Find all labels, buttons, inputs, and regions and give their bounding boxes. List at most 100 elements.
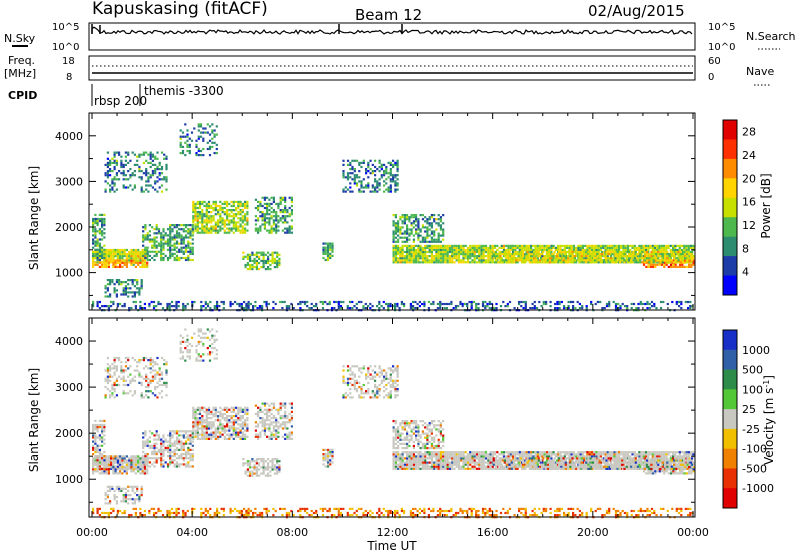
velocity-cell <box>263 458 265 460</box>
power-cell <box>182 136 184 138</box>
power-cell <box>372 172 374 174</box>
power-cell <box>433 233 435 235</box>
power-cell <box>497 261 499 263</box>
power-cell <box>415 214 417 216</box>
power-cell <box>210 232 212 234</box>
power-cell <box>397 220 399 222</box>
power-cell <box>606 303 608 305</box>
velocity-cell <box>264 434 266 436</box>
power-cell <box>686 247 688 249</box>
velocity-cell <box>101 470 103 472</box>
velocity-cell <box>142 464 144 466</box>
power-cell <box>107 172 109 174</box>
power-cell <box>628 257 630 259</box>
power-cell <box>433 257 435 259</box>
power-cell <box>197 230 199 232</box>
power-cell <box>176 226 178 228</box>
power-cell <box>417 233 419 235</box>
velocity-cell <box>203 411 205 413</box>
velocity-cell <box>103 428 105 430</box>
power-cell <box>246 230 248 232</box>
power-cell <box>528 247 530 249</box>
power-cell <box>108 262 110 264</box>
power-cell <box>178 234 180 236</box>
velocity-cell <box>268 405 270 407</box>
power-cell <box>272 254 274 256</box>
power-cell <box>160 251 162 253</box>
power-cell <box>121 262 123 264</box>
velocity-cell <box>224 417 226 419</box>
velocity-cell <box>226 438 228 440</box>
power-cell <box>440 226 442 228</box>
power-cell <box>275 213 277 215</box>
power-cell <box>636 247 638 249</box>
velocity-cell <box>249 471 251 473</box>
velocity-cell <box>160 441 162 443</box>
power-cell <box>670 245 672 247</box>
power-cell <box>629 249 631 251</box>
power-cell <box>411 214 413 216</box>
power-cell <box>496 249 498 251</box>
power-cell <box>183 243 185 245</box>
velocity-cell <box>249 460 251 462</box>
power-cell <box>123 184 125 186</box>
power-cell <box>495 303 497 305</box>
power-cell <box>478 249 480 251</box>
power-cell <box>406 228 408 230</box>
velocity-cell <box>224 425 226 427</box>
power-cell <box>276 254 278 256</box>
power-cell <box>289 232 291 234</box>
velocity-cell <box>259 436 261 438</box>
power-cell <box>154 180 156 182</box>
power-cell <box>686 249 688 251</box>
power-cell <box>535 249 537 251</box>
power-cell <box>150 162 152 164</box>
power-cell <box>395 249 397 251</box>
power-cell <box>692 255 694 257</box>
velocity-cell <box>169 457 171 459</box>
power-cell <box>424 226 426 228</box>
velocity-cell <box>276 460 278 462</box>
power-cell <box>631 245 633 247</box>
power-cell <box>206 217 208 219</box>
power-cell <box>429 249 431 251</box>
power-cell <box>237 201 239 203</box>
power-cell <box>402 237 404 239</box>
power-cell <box>645 247 647 249</box>
velocity-cell <box>192 407 194 409</box>
power-cell <box>543 301 545 303</box>
power-cell <box>135 260 137 262</box>
velocity-cell <box>128 466 130 468</box>
power-cell <box>424 257 426 259</box>
velocity-cell <box>192 421 194 423</box>
power-cell <box>268 209 270 211</box>
power-cell <box>284 205 286 207</box>
power-cell <box>512 247 514 249</box>
power-cell <box>198 129 200 131</box>
power-cell <box>424 253 426 255</box>
velocity-cell <box>126 462 128 464</box>
power-cell <box>568 249 570 251</box>
power-cell <box>199 228 201 230</box>
power-cell <box>449 247 451 249</box>
velocity-cell <box>262 403 264 405</box>
power-cell <box>442 214 444 216</box>
power-cell <box>105 189 107 191</box>
velocity-cell <box>242 438 244 440</box>
velocity-cell <box>147 459 149 461</box>
power-cell <box>456 251 458 253</box>
power-cell <box>329 243 331 245</box>
power-cell <box>114 289 116 291</box>
power-cell <box>376 182 378 184</box>
power-cell <box>390 178 392 180</box>
power-cell <box>160 241 162 243</box>
power-cell <box>395 241 397 243</box>
power-cell <box>362 305 364 307</box>
power-cell <box>120 172 122 174</box>
power-cell <box>408 257 410 259</box>
power-cell <box>116 295 118 297</box>
power-cell <box>675 259 677 261</box>
power-cell <box>622 245 624 247</box>
power-cell <box>121 249 123 251</box>
power-cell <box>466 303 468 305</box>
